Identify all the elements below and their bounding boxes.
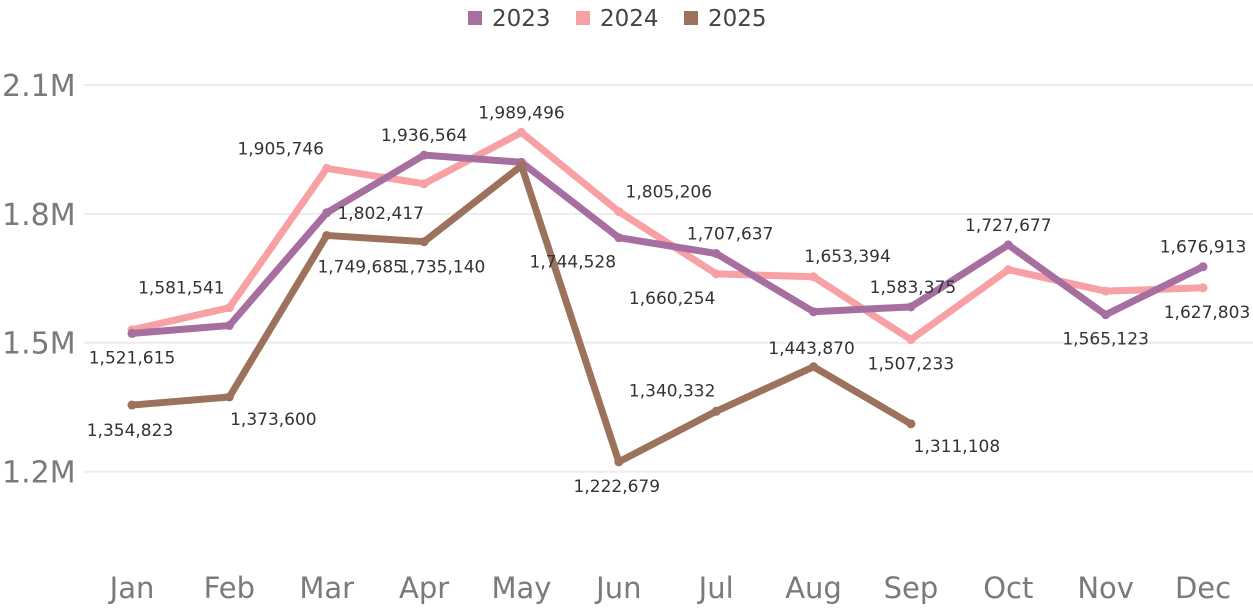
- y-axis-ticks: 1.2M 1.5M 1.8M 2.1M: [2, 69, 76, 491]
- data-label: 1,905,746: [237, 139, 324, 159]
- data-point[interactable]: [809, 307, 819, 317]
- legend-item-2024[interactable]: 2024: [576, 6, 659, 32]
- x-tick-label: Feb: [204, 571, 255, 605]
- legend-swatch: [468, 11, 482, 25]
- x-tick-label: Oct: [983, 571, 1033, 605]
- data-label: 1,340,332: [629, 381, 716, 401]
- y-tick-label: 1.8M: [2, 198, 76, 233]
- data-label: 1,744,528: [530, 253, 617, 273]
- data-point[interactable]: [516, 127, 526, 137]
- x-tick-label: Apr: [399, 571, 449, 605]
- data-point[interactable]: [809, 272, 819, 282]
- data-point[interactable]: [322, 163, 332, 173]
- data-point[interactable]: [224, 392, 234, 402]
- data-point[interactable]: [127, 328, 137, 338]
- data-point[interactable]: [127, 400, 137, 410]
- data-label: 1,735,140: [399, 258, 486, 278]
- data-label: 1,989,496: [478, 103, 565, 123]
- data-label: 1,707,637: [687, 225, 774, 245]
- data-point[interactable]: [711, 269, 721, 279]
- data-label: 1,805,206: [626, 183, 713, 203]
- data-point[interactable]: [809, 362, 819, 372]
- data-point[interactable]: [1101, 310, 1111, 320]
- data-label: 1,583,375: [870, 278, 957, 298]
- data-label: 1,521,615: [89, 348, 176, 368]
- data-point[interactable]: [711, 406, 721, 416]
- data-label: 1,507,233: [868, 355, 955, 375]
- data-point[interactable]: [711, 249, 721, 259]
- legend-swatch: [684, 11, 698, 25]
- data-point[interactable]: [419, 179, 429, 189]
- legend-label: 2025: [708, 6, 767, 32]
- data-label: 1,802,417: [337, 204, 424, 224]
- data-point[interactable]: [419, 150, 429, 160]
- data-point[interactable]: [419, 237, 429, 247]
- data-label: 1,749,685: [317, 257, 404, 277]
- data-label: 1,676,913: [1160, 238, 1247, 258]
- legend-label: 2024: [600, 6, 659, 32]
- y-tick-label: 1.2M: [2, 456, 76, 491]
- data-point[interactable]: [1198, 262, 1208, 272]
- series-lines: [127, 127, 1208, 467]
- data-label: 1,727,677: [965, 216, 1052, 236]
- x-tick-label: May: [491, 571, 551, 605]
- x-tick-label: Aug: [785, 571, 842, 605]
- x-tick-label: Jul: [697, 571, 734, 605]
- y-tick-label: 1.5M: [2, 327, 76, 362]
- data-label: 1,660,254: [629, 289, 716, 309]
- data-point[interactable]: [322, 230, 332, 240]
- x-tick-label: Nov: [1077, 571, 1134, 605]
- data-point[interactable]: [1003, 240, 1013, 250]
- x-tick-label: Jun: [594, 571, 641, 605]
- data-point[interactable]: [1101, 286, 1111, 296]
- data-label: 1,627,803: [1164, 303, 1251, 323]
- data-label: 1,565,123: [1062, 330, 1149, 350]
- data-label: 1,354,823: [87, 421, 174, 441]
- data-point[interactable]: [322, 208, 332, 218]
- data-point[interactable]: [516, 161, 526, 171]
- data-label: 1,581,541: [138, 279, 225, 299]
- data-point[interactable]: [906, 419, 916, 429]
- x-tick-label: Jan: [108, 571, 155, 605]
- data-point[interactable]: [1003, 265, 1013, 275]
- data-label: 1,936,564: [381, 126, 468, 146]
- data-point[interactable]: [224, 303, 234, 313]
- legend-item-2023[interactable]: 2023: [468, 6, 551, 32]
- series-line: [128, 151, 1207, 337]
- series-2024: [127, 127, 1208, 345]
- data-label: 1,373,600: [230, 410, 317, 430]
- data-point[interactable]: [614, 233, 624, 243]
- data-point[interactable]: [1198, 283, 1208, 293]
- legend[interactable]: 2023 2024 2025: [468, 6, 767, 32]
- x-tick-label: Mar: [299, 571, 354, 605]
- x-axis-ticks: Jan Feb Mar Apr May Jun Jul Aug Sep Oct Nov Dec: [108, 571, 1231, 605]
- legend-swatch: [576, 11, 590, 25]
- data-point[interactable]: [224, 321, 234, 331]
- legend-item-2025[interactable]: 2025: [684, 6, 767, 32]
- gridlines: [84, 83, 1253, 473]
- data-point[interactable]: [906, 335, 916, 345]
- series-2023: [127, 150, 1208, 338]
- data-labels: 1,521,615 1,802,417 1,936,564 1,744,528 1,70…: [87, 103, 1251, 496]
- y-tick-label: 2.1M: [2, 69, 76, 104]
- data-point[interactable]: [614, 207, 624, 217]
- series-2025: [127, 161, 916, 467]
- legend-label: 2023: [492, 6, 551, 32]
- data-label: 1,653,394: [804, 247, 891, 267]
- x-tick-label: Dec: [1175, 571, 1231, 605]
- x-tick-label: Sep: [884, 571, 939, 605]
- data-point[interactable]: [614, 457, 624, 467]
- data-label: 1,311,108: [914, 437, 1001, 457]
- data-label: 1,443,870: [768, 339, 855, 359]
- data-point[interactable]: [906, 302, 916, 312]
- data-label: 1,222,679: [574, 477, 661, 497]
